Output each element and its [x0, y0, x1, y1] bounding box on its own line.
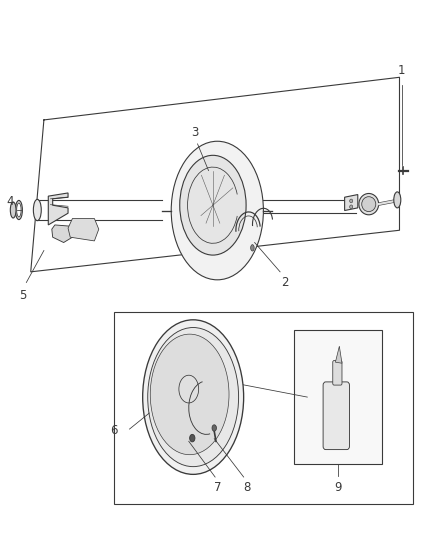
Ellipse shape: [142, 320, 243, 474]
Ellipse shape: [33, 199, 41, 221]
Ellipse shape: [250, 245, 254, 251]
Ellipse shape: [358, 193, 378, 215]
Ellipse shape: [349, 205, 352, 209]
Ellipse shape: [393, 192, 400, 208]
Text: 7: 7: [213, 481, 221, 494]
Ellipse shape: [179, 155, 246, 255]
Ellipse shape: [147, 327, 238, 467]
Polygon shape: [48, 193, 68, 225]
Polygon shape: [335, 346, 341, 364]
Text: 3: 3: [191, 126, 198, 139]
Bar: [114, 312, 412, 504]
Text: 9: 9: [333, 481, 341, 494]
Text: 4: 4: [6, 195, 14, 208]
Ellipse shape: [171, 141, 263, 280]
Ellipse shape: [349, 199, 352, 203]
Polygon shape: [344, 195, 357, 211]
Bar: [293, 330, 381, 464]
Text: 8: 8: [243, 481, 250, 494]
Ellipse shape: [11, 202, 16, 218]
Ellipse shape: [189, 434, 194, 442]
Text: 2: 2: [281, 276, 289, 288]
Ellipse shape: [15, 200, 22, 220]
Ellipse shape: [179, 375, 198, 403]
FancyBboxPatch shape: [322, 382, 349, 450]
Text: 6: 6: [110, 424, 117, 437]
Ellipse shape: [361, 197, 375, 212]
Ellipse shape: [17, 203, 21, 217]
FancyBboxPatch shape: [332, 361, 341, 385]
Ellipse shape: [150, 334, 229, 455]
Polygon shape: [52, 225, 77, 243]
Ellipse shape: [212, 425, 216, 431]
Text: 5: 5: [19, 289, 26, 302]
Polygon shape: [68, 219, 99, 241]
Text: 1: 1: [397, 64, 405, 77]
